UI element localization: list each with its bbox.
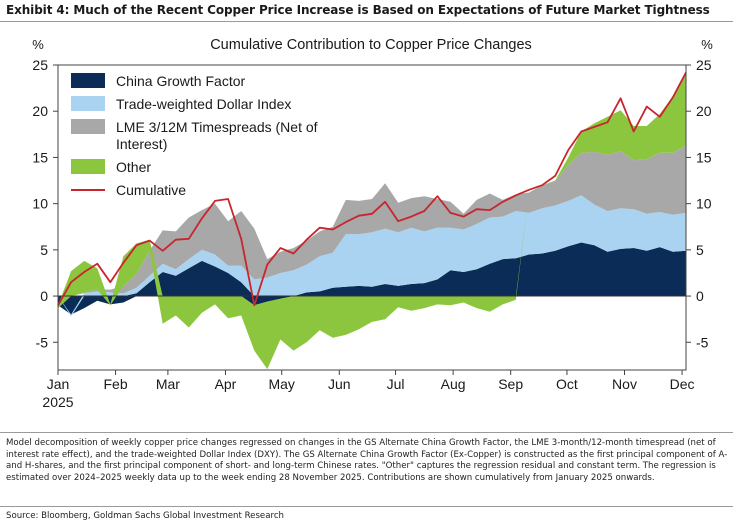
plot-frame xyxy=(57,64,687,371)
y-tick-label-left: 10 xyxy=(32,196,48,212)
y-tick-label-right: -5 xyxy=(696,334,709,350)
x-tick-label: Aug xyxy=(441,376,466,392)
line-cumulative xyxy=(57,71,687,307)
legend-swatch-other xyxy=(71,159,105,174)
footnote-rule xyxy=(0,432,733,433)
legend-label-dollar: Trade-weighted Dollar Index xyxy=(116,96,291,112)
legend-label-other: Other xyxy=(116,159,151,175)
x-tick-label: Apr xyxy=(215,376,237,392)
chart-title: Cumulative Contribution to Copper Price … xyxy=(210,37,532,53)
copper-contribution-chart: Cumulative Contribution to Copper Price … xyxy=(32,37,713,410)
legend-label-lme: LME 3/12M Timespreads (Net of Interest) xyxy=(116,119,318,152)
x-tick-label: Oct xyxy=(556,376,578,392)
y-tick-label-right: 25 xyxy=(696,57,712,73)
legend-swatch-lme xyxy=(71,119,105,134)
legend: China Growth Factor Trade-weighted Dollar… xyxy=(71,73,318,198)
legend-label-china: China Growth Factor xyxy=(116,73,245,89)
x-tick-label: Mar xyxy=(156,376,180,392)
x-tick-label: Dec xyxy=(670,376,695,392)
y-tick-label-left: 25 xyxy=(32,57,48,73)
top-rule xyxy=(0,21,733,22)
area-china xyxy=(58,242,686,315)
exhibit-title: Exhibit 4: Much of the Recent Copper Pri… xyxy=(6,3,710,17)
x-tick-label: Jan xyxy=(47,376,70,392)
y-axis-unit-left: % xyxy=(32,37,44,52)
y-tick-label-left: -5 xyxy=(36,334,49,350)
area-lme xyxy=(58,145,686,297)
area-other xyxy=(58,72,686,370)
y-tick-label-left: 5 xyxy=(40,242,48,258)
y-tick-label-right: 15 xyxy=(696,149,712,165)
y-tick-label-right: 5 xyxy=(696,242,704,258)
x-tick-label: Sep xyxy=(498,376,523,392)
source-note: Source: Bloomberg, Goldman Sachs Global … xyxy=(6,511,285,521)
area-dollar xyxy=(58,195,686,317)
y-tick-label-right: 0 xyxy=(696,288,704,304)
x-tick-label: Jul xyxy=(387,376,405,392)
y-tick-label-left: 0 xyxy=(40,288,48,304)
legend-label-cumulative: Cumulative xyxy=(116,182,186,198)
y-tick-label-left: 20 xyxy=(32,103,48,119)
x-year-label: 2025 xyxy=(42,394,73,410)
legend-swatch-china xyxy=(71,73,105,88)
x-tick-label: Nov xyxy=(612,376,637,392)
y-axis-unit-right: % xyxy=(701,37,713,52)
plot-area xyxy=(57,71,687,370)
x-tick-label: Jun xyxy=(328,376,351,392)
x-tick-label: Feb xyxy=(104,376,128,392)
x-tick-label: May xyxy=(268,376,294,392)
y-tick-label-right: 20 xyxy=(696,103,712,119)
y-tick-label-left: 15 xyxy=(32,149,48,165)
footnote: Model decomposition of weekly copper pri… xyxy=(6,438,728,483)
legend-swatch-dollar xyxy=(71,96,105,111)
source-rule xyxy=(0,506,733,507)
y-tick-label-right: 10 xyxy=(696,196,712,212)
